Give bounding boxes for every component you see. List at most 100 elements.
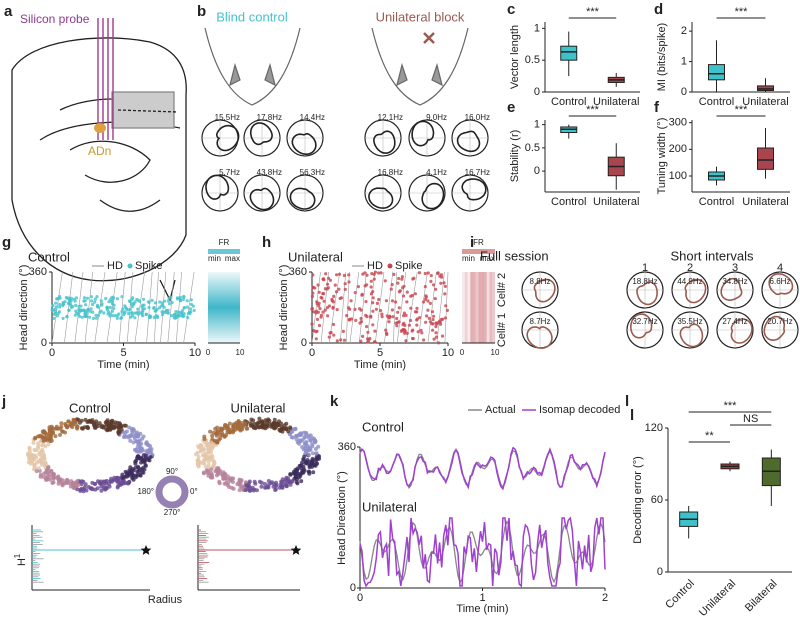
spike	[396, 281, 400, 285]
y-axis-label: Tuning width (°)	[656, 118, 668, 195]
embedding-point	[299, 463, 304, 468]
embedding-point	[120, 472, 125, 477]
embedding-point	[38, 474, 43, 479]
spike	[189, 298, 193, 302]
embedding-point	[48, 435, 53, 440]
group-title: Blind control	[216, 9, 288, 24]
spike	[317, 290, 321, 294]
spike	[396, 310, 400, 314]
embedding-point	[291, 435, 295, 440]
star	[290, 545, 302, 555]
heatmap-stripe	[462, 272, 465, 343]
spike	[397, 276, 401, 281]
spike	[319, 295, 323, 299]
embedding-point	[85, 424, 90, 429]
y-tick-label: 0	[681, 86, 687, 98]
embedding-point	[71, 418, 76, 423]
x-axis-label: Radius	[148, 594, 183, 606]
spike	[153, 301, 157, 305]
spike	[91, 310, 95, 314]
spike	[402, 311, 406, 315]
panel-title: Unilateral	[288, 249, 343, 264]
spike	[163, 310, 167, 315]
spike	[422, 338, 426, 342]
embedding-point	[215, 439, 220, 444]
embedding-point	[215, 471, 220, 476]
decoded-trace	[359, 446, 606, 491]
spike	[401, 294, 406, 298]
spike	[390, 308, 394, 312]
embedding-point	[288, 472, 293, 477]
compass-label: 270°	[164, 508, 181, 517]
embedding-point	[79, 426, 84, 431]
tuning-curve	[533, 278, 556, 303]
embedding-point	[305, 443, 310, 448]
heatmap-stripe	[467, 272, 471, 343]
spike	[111, 314, 115, 318]
embedding-point	[306, 452, 311, 457]
x-tick-label: Bilateral	[743, 578, 780, 615]
spike	[327, 335, 331, 339]
embedding-point	[199, 449, 203, 454]
spike	[102, 311, 106, 315]
embedding-point	[223, 476, 228, 481]
y-axis-label: Stability (r)	[509, 130, 521, 183]
embedding-point	[272, 417, 277, 422]
spike	[423, 271, 427, 276]
spike	[390, 299, 395, 303]
spike	[331, 305, 335, 309]
embedding-point	[233, 422, 238, 427]
spike	[141, 307, 145, 311]
embedding-point	[66, 419, 71, 424]
embedding-point	[141, 434, 146, 439]
heat-tick-label: 0	[206, 348, 211, 357]
embedding-point	[126, 434, 131, 439]
embedding-point	[136, 466, 141, 470]
embedding-point	[144, 440, 149, 445]
spike	[317, 304, 321, 308]
y-tick-label: 300	[669, 117, 687, 129]
embedding-point	[38, 439, 43, 444]
spike	[330, 299, 334, 303]
interval-label: 1	[642, 262, 648, 274]
subtitle: Control	[362, 419, 404, 434]
heat-tick-label: 10	[236, 348, 245, 357]
polar-plot	[671, 271, 709, 309]
brain-drawing	[11, 37, 187, 302]
embedding-point	[149, 450, 154, 455]
spike	[321, 310, 325, 314]
embedding-point	[238, 422, 242, 427]
spike	[128, 300, 132, 304]
spike	[343, 287, 347, 291]
region-label: ADn	[88, 144, 111, 158]
embedding-point	[298, 431, 303, 436]
tuning-curve	[720, 277, 743, 302]
spike	[147, 305, 151, 310]
spike	[438, 320, 442, 324]
legend-dot	[127, 263, 133, 269]
embedding-point	[292, 476, 297, 481]
embedding-point	[279, 480, 284, 485]
polar-plot	[451, 174, 489, 212]
spike	[120, 310, 124, 314]
embedding-point	[284, 483, 288, 488]
embedding-point	[27, 445, 32, 450]
spike	[120, 295, 124, 299]
spike	[95, 316, 99, 320]
spike	[410, 293, 414, 298]
spike	[350, 317, 354, 321]
y-tick-label: 120	[645, 422, 663, 434]
y-tick-label: 0	[41, 337, 47, 349]
embedding-point	[128, 438, 133, 443]
embedding-point	[210, 433, 215, 438]
embedding-point	[117, 481, 122, 486]
y-axis-label: Head direction (°)	[278, 265, 290, 351]
spike	[444, 304, 448, 308]
embedding-point	[105, 423, 110, 428]
spike	[369, 279, 373, 283]
tuning-curve	[249, 122, 273, 146]
spike	[373, 329, 377, 333]
panel-letter: c	[507, 1, 515, 18]
spike	[85, 296, 90, 300]
spike	[166, 308, 170, 312]
